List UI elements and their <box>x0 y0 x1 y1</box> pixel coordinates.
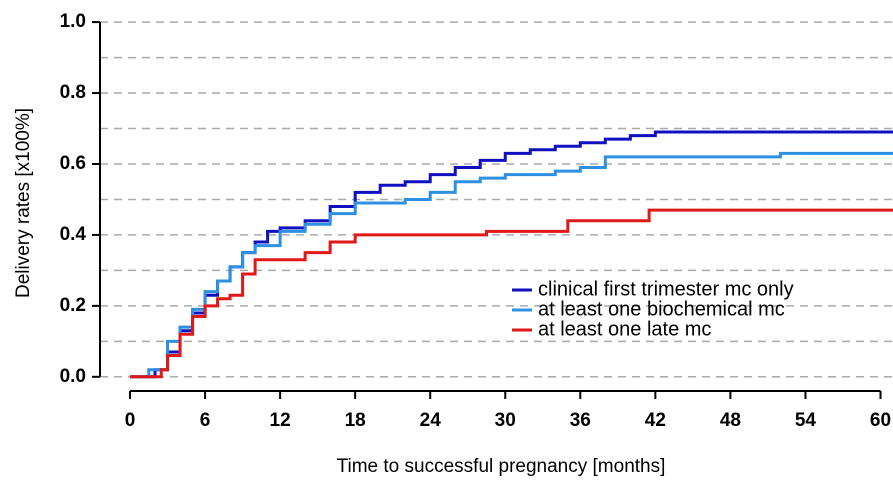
survival-line <box>130 151 893 379</box>
x-tick-label: 60 <box>870 410 891 431</box>
survival-line <box>130 208 893 379</box>
x-tick-label: 12 <box>270 410 291 431</box>
y-tick-label: 0.8 <box>60 82 86 103</box>
y-tick-label: 0.6 <box>60 153 86 174</box>
legend-label: at least one biochemical mc <box>538 298 785 320</box>
x-tick-label: 6 <box>200 410 211 431</box>
x-tick-label: 30 <box>495 410 516 431</box>
y-axis-label: Delivery rates [x100%] <box>13 108 34 298</box>
survival-line <box>130 130 893 379</box>
y-tick-label: 0.0 <box>60 366 86 387</box>
y-tick-label: 0.2 <box>60 295 86 316</box>
x-tick-label: 36 <box>570 410 591 431</box>
legend-label: at least one late mc <box>538 318 711 340</box>
legend-label: clinical first trimester mc only <box>538 278 794 300</box>
x-tick-label: 54 <box>795 410 817 431</box>
x-tick-label: 18 <box>345 410 366 431</box>
x-axis-label: Time to successful pregnancy [months] <box>337 456 666 477</box>
x-tick-label: 48 <box>720 410 741 431</box>
x-tick-label: 0 <box>125 410 136 431</box>
y-tick-label: 1.0 <box>60 11 86 32</box>
x-tick-label: 24 <box>420 410 442 431</box>
x-tick-label: 42 <box>645 410 666 431</box>
y-tick-label: 0.4 <box>60 224 87 245</box>
